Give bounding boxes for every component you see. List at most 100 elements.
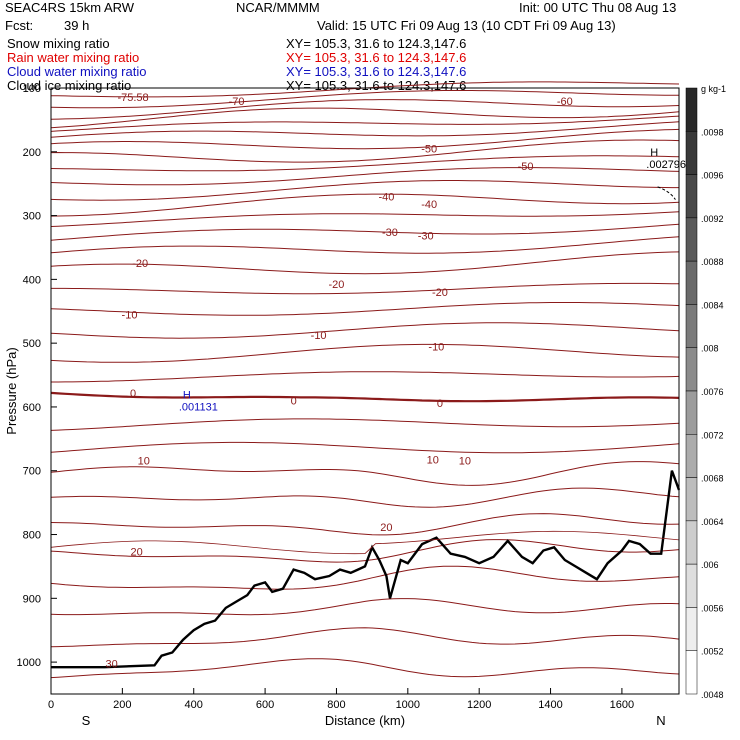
model-title: SEAC4RS 15km ARW <box>5 0 135 15</box>
colorbar-label: .0072 <box>701 430 724 440</box>
colorbar-label: .0068 <box>701 474 724 484</box>
colorbar-swatch <box>685 390 698 435</box>
isotherm-line <box>50 418 680 431</box>
field-name-cloud-ice: Cloud ice mixing ratio <box>7 78 132 93</box>
x-tick-label: 1600 <box>610 699 634 711</box>
init-time: Init: 00 UTC Thu 08 Aug 13 <box>519 0 677 15</box>
isotherm-line <box>50 107 680 129</box>
field-name-rain: Rain water mixing ratio <box>7 50 140 65</box>
isotherm-label: -40 <box>421 199 437 211</box>
colorbar-swatch <box>685 131 698 175</box>
isotherm-line <box>50 128 680 150</box>
y-tick-label: 100 <box>23 83 41 95</box>
colorbar-label: .006 <box>701 560 719 570</box>
colorbar-swatch <box>685 607 698 651</box>
isotherm-line <box>51 282 680 295</box>
isotherm-line <box>50 461 680 486</box>
isotherm-line <box>50 343 680 363</box>
isotherm-line <box>50 155 680 172</box>
isotherm-label: -40 <box>378 191 394 203</box>
isotherm-line <box>50 441 680 454</box>
colorbar-swatch <box>685 563 698 608</box>
isotherm-line <box>50 565 680 590</box>
isotherm-line <box>50 598 680 616</box>
isotherm-label: -10 <box>122 309 138 321</box>
field-xy-cloud-water: XY= 105.3, 31.6 to 124.3,147.6 <box>286 64 467 79</box>
colorbar-label: .0084 <box>701 300 724 310</box>
colorbar-label: .0048 <box>701 690 724 700</box>
colorbar-label: .0098 <box>701 127 724 137</box>
colorbar-unit: g kg-1 <box>701 84 726 94</box>
isotherm-label: -10 <box>311 330 327 342</box>
isotherm-label: -20 <box>132 258 148 270</box>
colorbar-swatch <box>685 434 698 478</box>
plot-frame <box>50 87 680 695</box>
isotherm-line <box>50 236 680 254</box>
isotherm-line <box>50 487 680 508</box>
colorbar-swatch <box>685 650 698 695</box>
y-tick-label: 400 <box>23 274 41 286</box>
colorbar-swatch <box>685 520 698 565</box>
cloud-ice-contours <box>657 186 676 200</box>
colorbar-swatch <box>685 217 698 262</box>
isotherm-line <box>50 513 680 536</box>
y-tick-label: 1000 <box>17 657 41 669</box>
field-xy-snow: XY= 105.3, 31.6 to 124.3,147.6 <box>286 36 467 51</box>
isotherm-label: -75.58 <box>117 92 148 104</box>
maximum-value: .001131 <box>179 401 218 413</box>
isotherm-label: -20 <box>329 279 345 291</box>
isotherm-label: 20 <box>131 547 143 559</box>
valid-time: Valid: 15 UTC Fri 09 Aug 13 (10 CDT Fri … <box>317 18 616 33</box>
colorbar-label: .0096 <box>701 171 724 181</box>
x-tick-label: 0 <box>48 699 54 711</box>
colorbar-label: .0076 <box>701 387 724 397</box>
isotherm-label: 0 <box>291 396 297 408</box>
forecast-label: Fcst: <box>5 18 34 33</box>
isotherm-line <box>50 658 680 679</box>
isotherm-line <box>50 223 680 241</box>
x-tick-label: 800 <box>327 699 345 711</box>
isotherm-label: 0 <box>130 388 136 400</box>
colorbar-label: .0056 <box>701 603 724 613</box>
isotherm-line <box>51 371 680 383</box>
colorbar-swatch <box>685 304 698 348</box>
colorbar-swatch <box>685 347 698 392</box>
isotherm-label: 10 <box>427 454 439 466</box>
isotherm-label: -60 <box>557 96 573 108</box>
y-tick-label: 800 <box>23 530 41 542</box>
colorbar-swatch <box>685 174 698 219</box>
isotherm-line <box>50 251 680 275</box>
temperature-contours <box>50 81 680 679</box>
field-name-cloud-water: Cloud water mixing ratio <box>7 64 147 79</box>
isotherm-label: 10 <box>459 456 471 468</box>
isotherm-label: -10 <box>428 341 444 353</box>
isotherm-line <box>50 322 680 339</box>
colorbar-swatch <box>685 260 698 305</box>
isotherm-line <box>50 90 679 109</box>
isotherm-label: -30 <box>382 227 398 239</box>
isotherm-line <box>50 302 680 316</box>
south-end-label: S <box>82 713 91 728</box>
isotherm-line <box>50 99 680 120</box>
y-axis-label: Pressure (hPa) <box>4 347 19 434</box>
maximum-marker: H <box>650 147 658 159</box>
y-axis: 100 200 300 400 500 600 700 800 900 1000 <box>17 83 57 669</box>
y-tick-label: 700 <box>23 466 41 478</box>
field-xy-rain: XY= 105.3, 31.6 to 124.3,147.6 <box>286 50 467 65</box>
y-tick-label: 600 <box>23 402 41 414</box>
isotherm-line <box>50 115 680 132</box>
y-tick-label: 900 <box>23 593 41 605</box>
x-tick-label: 200 <box>113 699 131 711</box>
x-tick-label: 600 <box>256 699 274 711</box>
freezing-level-contour <box>50 391 680 403</box>
isotherm-line <box>50 139 680 163</box>
x-tick-label: 1000 <box>396 699 420 711</box>
isotherm-line <box>50 211 680 227</box>
near-surface-contour <box>50 530 680 555</box>
org-label: NCAR/MMMM <box>236 0 320 15</box>
temperature-contour-labels: -75.58 -70 -60 -50 -50 -40 -40 -30 -30 -20 -20 -20 -… <box>106 92 573 670</box>
isotherm-label: 0 <box>437 398 443 410</box>
isotherm-label: 20 <box>380 522 392 534</box>
